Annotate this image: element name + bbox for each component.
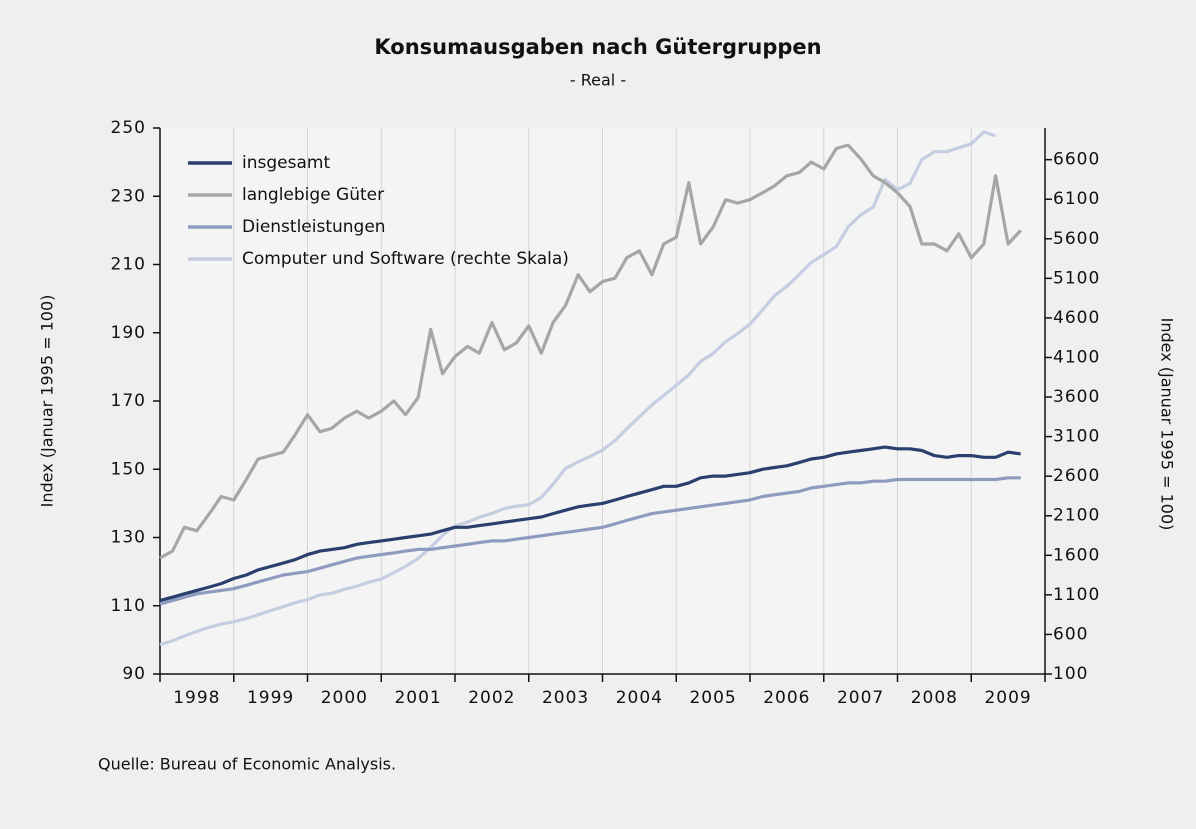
y2-tick-label: 1600 (1053, 545, 1100, 565)
series-line (159, 143, 1022, 560)
y2-tick-label: 3100 (1053, 427, 1100, 447)
y2-tick-label: 6100 (1053, 189, 1100, 209)
y2-tick-label: 5600 (1053, 229, 1100, 249)
y-tick-label: 230 (111, 186, 146, 206)
x-tick-label: 2000 (321, 688, 368, 708)
x-tick-label: 1999 (247, 688, 294, 708)
y2-tick-label: 3600 (1053, 387, 1100, 407)
x-tick-label: 2005 (689, 688, 736, 708)
series-line (159, 130, 997, 647)
legend-label: Computer und Software (rechte Skala) (242, 249, 569, 269)
x-tick-label: 2002 (468, 688, 515, 708)
x-tick-label: 2007 (837, 688, 884, 708)
y2-tick-label: 6600 (1053, 150, 1100, 170)
y2-tick-label: 2100 (1053, 506, 1100, 526)
y-tick-label: 250 (111, 118, 146, 138)
y-tick-label: 90 (122, 664, 146, 684)
x-tick-label: 2001 (394, 688, 441, 708)
chart-subtitle: - Real - (570, 71, 626, 90)
legend-label: insgesamt (242, 153, 330, 173)
y-tick-label: 110 (111, 596, 146, 616)
legend-label: Dienstleistungen (242, 217, 386, 237)
y2-tick-label: 100 (1053, 664, 1088, 684)
y-tick-label: 170 (111, 391, 146, 411)
y-axis-label: Index (Januar 1995 = 100) (38, 295, 57, 508)
series-line (159, 445, 1021, 603)
x-tick-label: 2008 (911, 688, 958, 708)
chart-title: Konsumausgaben nach Gütergruppen (374, 35, 821, 59)
series-line (159, 476, 1021, 606)
x-tick-label: 2004 (616, 688, 663, 708)
y2-axis-label: Index (Januar 1995 = 100) (1158, 318, 1177, 531)
y2-tick-label: 4100 (1053, 347, 1100, 367)
y2-tick-label: 1100 (1053, 585, 1100, 605)
x-tick-label: 1998 (173, 688, 220, 708)
source-note: Quelle: Bureau of Economic Analysis. (98, 755, 396, 774)
x-tick-label: 2006 (763, 688, 810, 708)
y-tick-label: 150 (111, 459, 146, 479)
y2-tick-label: 600 (1053, 624, 1088, 644)
y2-tick-label: 5100 (1053, 268, 1100, 288)
x-tick-label: 2009 (984, 688, 1031, 708)
x-tick-label: 2003 (542, 688, 589, 708)
y2-tick-label: 2600 (1053, 466, 1100, 486)
y-tick-label: 130 (111, 528, 146, 548)
legend-label: langlebige Güter (242, 185, 384, 205)
y2-tick-label: 4600 (1053, 308, 1100, 328)
y-tick-label: 190 (111, 323, 146, 343)
y-tick-label: 210 (111, 255, 146, 275)
